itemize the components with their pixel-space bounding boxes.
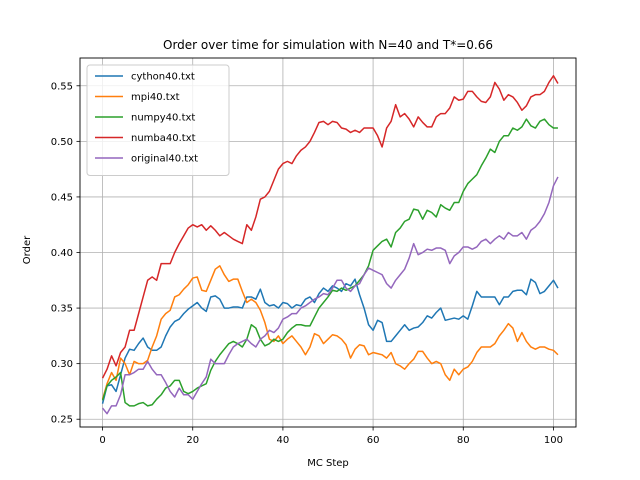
legend-entry: mpi40.txt <box>131 92 180 103</box>
series-line-mpi40 <box>101 265 559 400</box>
legend-entry: numba40.txt <box>131 133 196 144</box>
y-tick-label: 0.30 <box>51 359 73 370</box>
y-axis-label: Order <box>22 235 33 264</box>
legend-box <box>86 64 230 176</box>
y-tick-label: 0.25 <box>51 415 73 426</box>
series-line-numba40 <box>101 75 559 379</box>
legend-entry: cython40.txt <box>131 72 195 83</box>
x-tick-label: 0 <box>99 435 105 446</box>
legend-entry: original40.txt <box>131 154 198 165</box>
chart-title: Order over time for simulation with N=40… <box>163 38 493 52</box>
x-tick-label: 60 <box>367 435 380 446</box>
series-line-numpy40 <box>101 118 558 407</box>
y-tick-label: 0.45 <box>51 192 73 203</box>
x-tick-label: 20 <box>186 435 199 446</box>
x-axis-label: MC Step <box>307 458 349 469</box>
y-tick-label: 0.50 <box>51 137 73 148</box>
y-tick-label: 0.55 <box>51 81 73 92</box>
plot-area-frame <box>79 57 577 428</box>
series-line-cython40 <box>101 278 559 404</box>
axis-ticks: 0 20 40 60 80 100 0.25 0.30 0.35 0.40 0.45 0.50 0.55 <box>51 81 563 446</box>
legend: cython40.txt mpi40.txt numpy40.txt numba40.… <box>86 64 230 176</box>
grid <box>80 58 576 427</box>
x-tick-label: 100 <box>544 435 563 446</box>
y-tick-label: 0.35 <box>51 304 73 315</box>
x-tick-label: 40 <box>277 435 290 446</box>
y-tick-label: 0.40 <box>51 248 73 259</box>
legend-entry: numpy40.txt <box>131 113 195 124</box>
x-tick-label: 80 <box>457 435 470 446</box>
plot-lines <box>101 75 559 415</box>
series-line-original40 <box>101 176 559 415</box>
